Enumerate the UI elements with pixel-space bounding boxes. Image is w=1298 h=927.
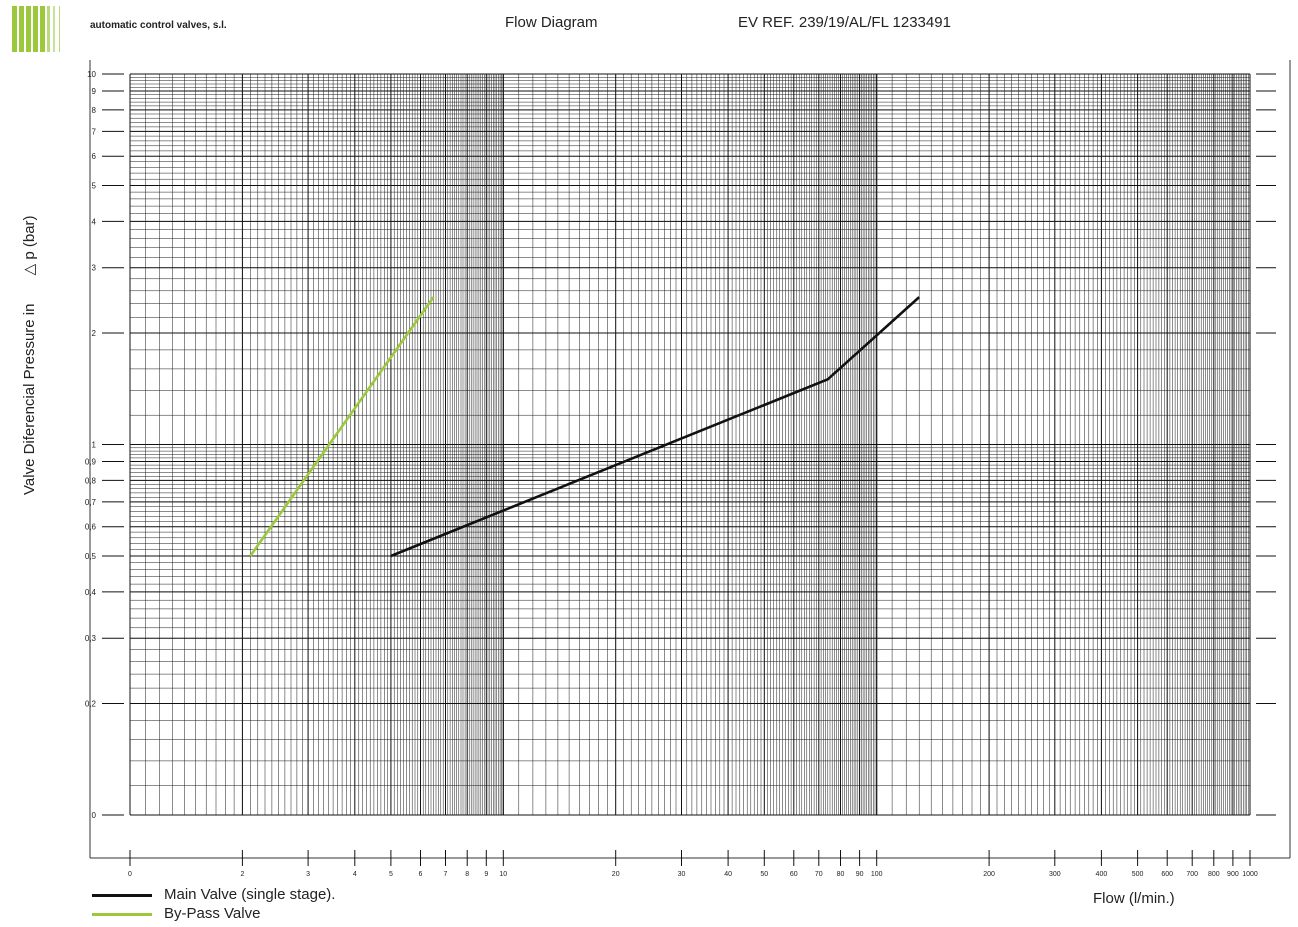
legend-swatch-main-valve xyxy=(92,894,152,897)
y-tick-label: 6 xyxy=(92,152,97,161)
x-tick-label: 0 xyxy=(128,871,132,878)
y-tick-label: 0,6 xyxy=(85,523,97,532)
x-tick-label: 2 xyxy=(240,871,244,878)
series-line-bypass-valve xyxy=(249,296,435,557)
x-tick-label: 70 xyxy=(815,871,823,878)
x-tick-label: 7 xyxy=(444,871,448,878)
x-tick-labels: 0 2 3 4 5 6 7 8 9 10 20 30 40 50 60 70 80 90 100 200 300 400 5… xyxy=(128,850,1258,878)
y-tick-label: 0,5 xyxy=(85,552,97,561)
y-tick-labels: 0 0,2 0,3 0,4 0,5 0,6 0,7 0,8 0,9 1 2 3 4 5 6 7 8 9 10 xyxy=(85,70,1276,820)
x-tick-label: 3 xyxy=(306,871,310,878)
y-tick-label: 0,2 xyxy=(85,700,97,709)
x-tick-label: 5 xyxy=(389,871,393,878)
chart-axes xyxy=(89,60,1291,859)
y-tick-label: 4 xyxy=(92,217,97,226)
x-tick-label: 20 xyxy=(612,871,620,878)
y-tick-label: 2 xyxy=(92,329,97,338)
x-tick-label: 700 xyxy=(1186,871,1198,878)
x-tick-label: 4 xyxy=(353,871,357,878)
page-title: Flow Diagram xyxy=(505,14,598,31)
x-tick-label: 1000 xyxy=(1242,871,1258,878)
x-tick-label: 300 xyxy=(1049,871,1061,878)
x-tick-label: 900 xyxy=(1227,871,1239,878)
series-line-main-valve xyxy=(390,296,921,558)
x-tick-label: 400 xyxy=(1096,871,1108,878)
reference-code: EV REF. 239/19/AL/FL 1233491 xyxy=(738,14,951,31)
y-tick-label: 1 xyxy=(92,441,97,450)
y-tick-label: 10 xyxy=(87,70,96,79)
y-tick-label: 8 xyxy=(92,106,97,115)
y-tick-label: 7 xyxy=(92,127,97,136)
x-tick-label: 800 xyxy=(1208,871,1220,878)
x-tick-label: 90 xyxy=(856,871,864,878)
y-tick-label: 9 xyxy=(92,87,97,96)
legend-label-main-valve: Main Valve (single stage). xyxy=(164,886,336,903)
x-tick-label: 6 xyxy=(419,871,423,878)
x-tick-label: 50 xyxy=(760,871,768,878)
y-tick-label: 0,8 xyxy=(85,476,97,485)
company-name: automatic control valves, s.l. xyxy=(90,20,227,31)
flow-chart: 0 0,2 0,3 0,4 0,5 0,6 0,7 0,8 0,9 1 2 3 4 5 6 7 8 9 10 0 2 3… xyxy=(85,60,1291,878)
y-tick-label: 0,3 xyxy=(85,634,97,643)
x-tick-label: 600 xyxy=(1161,871,1173,878)
x-tick-label: 10 xyxy=(499,871,507,878)
grid-major xyxy=(129,73,1251,816)
x-tick-label: 60 xyxy=(790,871,798,878)
company-logo xyxy=(12,6,60,52)
x-axis-label: Flow (l/min.) xyxy=(1093,890,1175,907)
x-tick-label: 9 xyxy=(484,871,488,878)
x-tick-label: 30 xyxy=(678,871,686,878)
y-tick-label: 0,4 xyxy=(85,588,97,597)
chart-series xyxy=(249,296,921,558)
x-tick-label: 100 xyxy=(871,871,883,878)
y-tick-label: 3 xyxy=(92,264,97,273)
y-tick-label: 5 xyxy=(92,182,97,191)
legend-swatch-bypass-valve xyxy=(92,913,152,916)
y-tick-label: 0,7 xyxy=(85,498,97,507)
x-tick-label: 200 xyxy=(983,871,995,878)
x-tick-label: 80 xyxy=(837,871,845,878)
x-tick-label: 40 xyxy=(724,871,732,878)
x-tick-label: 8 xyxy=(465,871,469,878)
legend-label-bypass-valve: By-Pass Valve xyxy=(164,905,261,922)
y-tick-label: 0 xyxy=(92,811,97,820)
y-tick-label: 0,9 xyxy=(85,458,97,467)
x-tick-label: 500 xyxy=(1132,871,1144,878)
